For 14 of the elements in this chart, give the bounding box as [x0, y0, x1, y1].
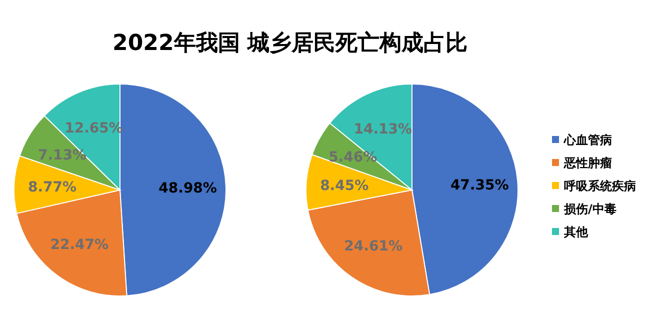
- legend-label: 损伤/中毒: [563, 202, 616, 216]
- data-label: 47.35%: [450, 177, 509, 194]
- data-label: 48.98%: [158, 180, 217, 197]
- legend-label: 呼吸系统疾病: [564, 179, 636, 194]
- legend-label: 其他: [563, 225, 589, 240]
- data-label: 22.47%: [50, 237, 109, 254]
- text: 2022年我国 城乡居民死亡构成占比: [112, 30, 468, 56]
- data-label: 24.61%: [344, 238, 402, 255]
- legend-label: 心血管病: [563, 133, 612, 148]
- data-label: 7.13%: [38, 147, 87, 164]
- data-label: 8.77%: [28, 179, 77, 196]
- legend-label: 恶性肿瘤: [563, 156, 612, 170]
- data-label: 14.13%: [354, 122, 412, 138]
- data-label: 8.45%: [320, 178, 369, 194]
